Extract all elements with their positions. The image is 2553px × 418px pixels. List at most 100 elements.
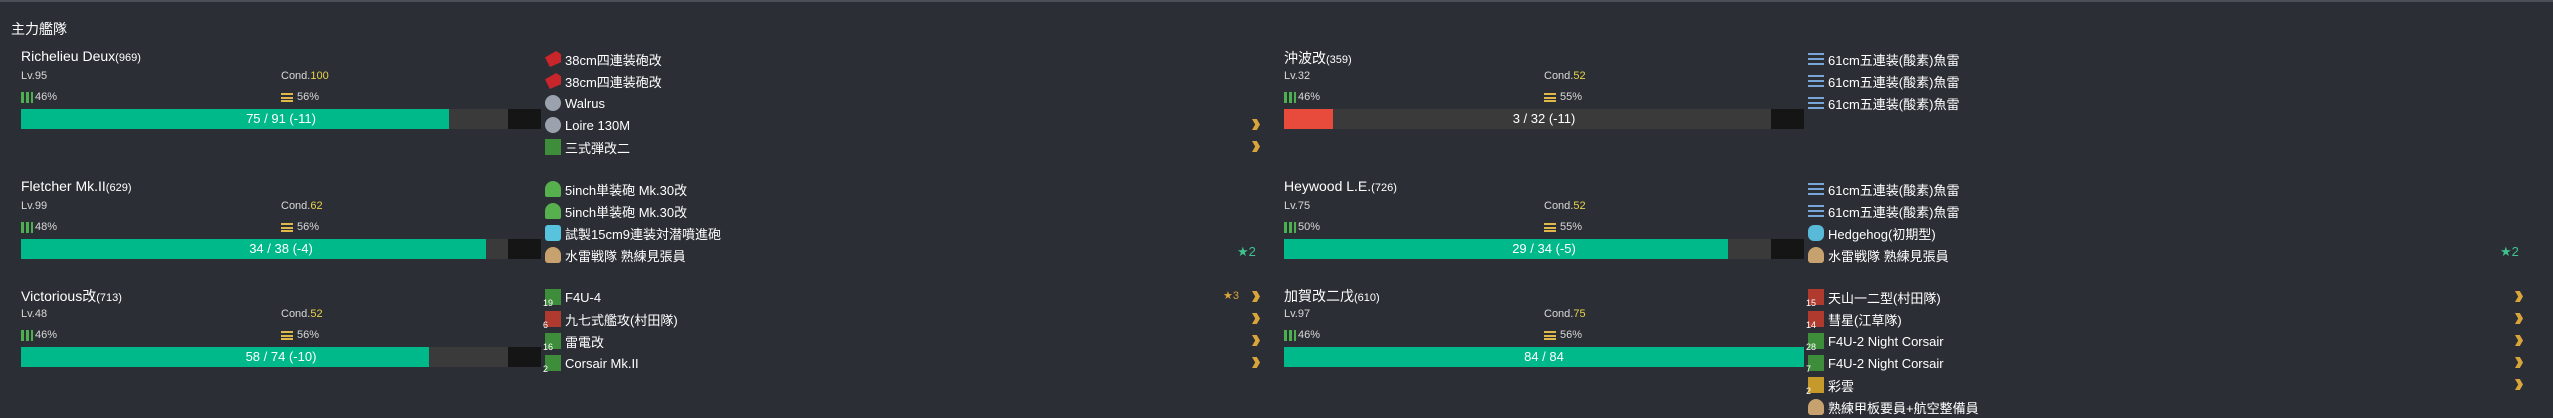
equipment-slot[interactable]: 61cm五連装(酸素)魚雷 [1808,200,2528,222]
hp-text: 29 / 34 (-5) [1512,241,1576,256]
ship-id: (629) [105,182,132,194]
fuel-value: 46% [35,329,58,341]
equipment-slot[interactable]: Hedgehog(初期型) [1808,222,2528,244]
equipment-slot[interactable]: 2 彩雲 [1806,374,2528,396]
ship-card[interactable]: Fletcher Mk.II(629) Lv.99 Cond.62 48% 56% 34 … [12,178,1267,288]
equipment-slot[interactable]: 三式弾改二 [545,136,1265,158]
equipment-slot[interactable]: 61cm五連装(酸素)魚雷 [1808,92,2528,114]
ship-level: Lv.97 [1284,308,1311,320]
equipment-slot[interactable]: 19 F4U-4 ★3 [543,286,1265,308]
slot-arrow-icon [2515,357,2523,368]
equipment-slot[interactable]: 5inch単装砲 Mk.30改 [545,178,1265,200]
fleet-title: 主力艦隊 [11,21,67,37]
equipment-name: Hedgehog(初期型) [1828,226,1936,242]
equipment-name: 61cm五連装(酸素)魚雷 [1828,52,1960,68]
equipment-slot[interactable]: 熟練甲板要員+航空整備員 [1808,396,2528,418]
special-shell-icon [545,139,561,155]
aircraft-count: 2 [543,364,549,374]
ammo-icon [281,92,293,102]
torpedo-icon [1808,181,1824,197]
equipment-name: Loire 130M [565,117,631,133]
condition-label: Cond. [1544,70,1574,82]
fuel-icon [21,91,33,103]
condition-value: 52 [310,308,323,320]
equipment-name: 61cm五連装(酸素)魚雷 [1828,96,1960,112]
ammo-icon [281,330,293,340]
equipment-slot[interactable]: 試製15cm9連装対潜噴進砲 [545,222,1265,244]
equipment-slot[interactable]: 61cm五連装(酸素)魚雷 [1808,178,2528,200]
ammo-icon [281,222,293,232]
slot-arrow-icon [2515,291,2523,302]
slot-arrow-icon [1252,291,1260,302]
aircraft-count: 28 [1806,342,1817,352]
equipment-name: 61cm五連装(酸素)魚雷 [1828,182,1960,198]
equipment-slot[interactable]: 7 F4U-2 Night Corsair [1806,352,2528,374]
hp-bar-fill [21,347,429,367]
equipment-slot[interactable]: Loire 130M [545,114,1265,136]
condition-label: Cond. [281,70,311,82]
ship-name-text: Victorious改 [21,288,97,304]
equipment-slot[interactable]: 6 九七式艦攻(村田隊) [543,308,1265,330]
hp-bar-fill [21,239,487,259]
equipment-slot[interactable]: 水雷戦隊 熟練見張員 [545,244,1265,266]
equipment-slot[interactable]: 15 天山一二型(村田隊) [1806,286,2528,308]
improvement-level: ★2 [1237,244,1256,259]
aircraft-count: 7 [1806,364,1812,374]
large-gun-icon [545,51,561,67]
ship-name[interactable]: Victorious改(713) [21,286,122,306]
hp-bar: 58 / 74 (-10) [21,347,541,367]
aircraft-count: 2 [1806,386,1812,396]
ammo-value: 55% [1560,221,1583,233]
equipment-name: F4U-2 Night Corsair [1828,355,1944,371]
hp-bar-end [508,239,541,259]
torpedo-icon [1808,203,1824,219]
equipment-slot[interactable]: 5inch単装砲 Mk.30改 [545,200,1265,222]
ship-card[interactable]: Victorious改(713) Lv.48 Cond.52 46% 56% 58 / 7… [12,286,1267,396]
equipment-slot[interactable]: 61cm五連装(酸素)魚雷 [1808,48,2528,70]
ship-name[interactable]: Fletcher Mk.II(629) [21,178,131,194]
equipment-slot[interactable]: 61cm五連装(酸素)魚雷 [1808,70,2528,92]
equipment-slot[interactable]: 2 Corsair Mk.II [543,352,1265,374]
equipment-name: 水雷戦隊 熟練見張員 [565,248,686,264]
condition-value: 52 [1573,70,1586,82]
ship-card[interactable]: Richelieu Deux(969) Lv.95 Cond.100 46% 56% 75… [12,48,1267,158]
ship-card[interactable]: 沖波改(359) Lv.32 Cond.52 46% 55% 3 / 32 (-11) 61… [1275,48,2530,158]
equipment-name: 熟練甲板要員+航空整備員 [1828,400,1979,416]
hp-bar-end [508,109,541,129]
hp-bar-fill [1284,239,1728,259]
ship-name[interactable]: 加賀改二戊(610) [1284,286,1380,306]
hp-bar: 3 / 32 (-11) [1284,109,1804,129]
hp-text: 84 / 84 [1524,349,1564,364]
top-border [0,0,2553,2]
equipment-slot[interactable]: 水雷戦隊 熟練見張員 [1808,244,2528,266]
equipment-slot[interactable]: 16 雷電改 [543,330,1265,352]
ship-card[interactable]: 加賀改二戊(610) Lv.97 Cond.75 46% 56% 84 / 84 15 天山一… [1275,286,2530,416]
fuel-value: 46% [1298,329,1321,341]
equipment-slot[interactable]: 28 F4U-2 Night Corsair [1806,330,2528,352]
equipment-name: Walrus [565,95,605,111]
equipment-slot[interactable]: Walrus [545,92,1265,114]
equipment-slot[interactable]: 14 彗星(江草隊) [1806,308,2528,330]
fuel-icon [21,221,33,233]
hp-text: 75 / 91 (-11) [246,111,316,126]
ship-card[interactable]: Heywood L.E.(726) Lv.75 Cond.52 50% 55% 29 / … [1275,178,2530,288]
ship-id: (969) [115,52,141,64]
equipment-list: 38cm四連装砲改 38cm四連装砲改 Walrus Loire 130M 三式弾改二 [545,48,1265,158]
slot-arrow-icon [1252,357,1260,368]
fuel-status: 46% [1284,329,1320,341]
ship-name[interactable]: Richelieu Deux(969) [21,48,141,64]
ship-name[interactable]: 沖波改(359) [1284,48,1352,68]
fuel-icon [21,329,33,341]
equipment-slot[interactable]: 38cm四連装砲改 [545,48,1265,70]
hp-bar-fill [1284,347,1804,367]
condition-value: 100 [310,70,329,82]
fuel-status: 50% [1284,221,1320,233]
ship-condition: Cond.62 [281,200,323,212]
large-gun-icon [545,73,561,89]
equipment-name: 彗星(江草隊) [1828,312,1902,328]
equipment-slot[interactable]: 38cm四連装砲改 [545,70,1265,92]
fuel-icon [1284,91,1296,103]
ammo-status: 55% [1544,91,1582,103]
hp-bar-fill [1284,109,1333,129]
ship-name[interactable]: Heywood L.E.(726) [1284,178,1397,194]
